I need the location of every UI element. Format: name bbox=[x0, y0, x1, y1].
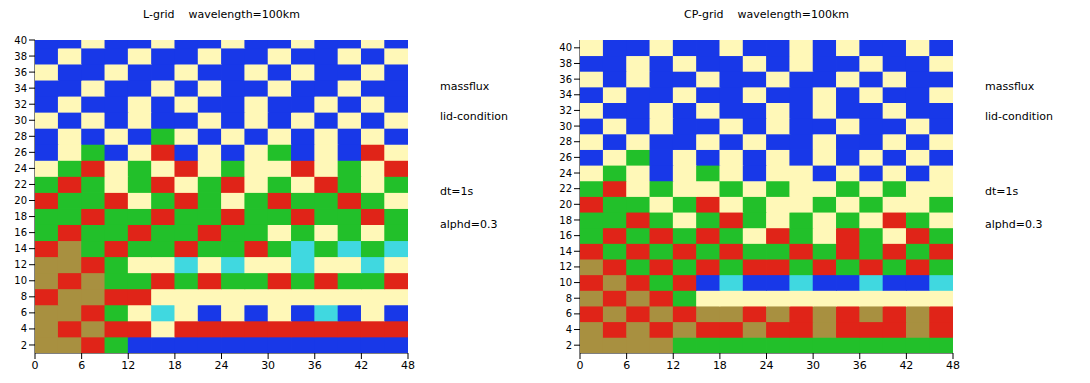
svg-text:6: 6 bbox=[623, 359, 630, 372]
svg-text:38: 38 bbox=[14, 51, 27, 62]
svg-text:36: 36 bbox=[559, 74, 572, 85]
svg-text:30: 30 bbox=[261, 359, 275, 372]
svg-text:22: 22 bbox=[559, 183, 572, 194]
svg-text:36: 36 bbox=[853, 359, 867, 372]
svg-text:18: 18 bbox=[14, 211, 27, 222]
svg-text:18: 18 bbox=[713, 359, 727, 372]
svg-text:30: 30 bbox=[559, 121, 572, 132]
svg-text:16: 16 bbox=[14, 227, 27, 238]
svg-text:26: 26 bbox=[559, 152, 572, 163]
svg-text:8: 8 bbox=[21, 291, 27, 302]
svg-text:32: 32 bbox=[14, 99, 27, 110]
svg-text:8: 8 bbox=[566, 293, 572, 304]
svg-text:12: 12 bbox=[666, 359, 680, 372]
html-text:alphd=0.3: alphd=0.3 bbox=[440, 218, 498, 231]
svg-text:48: 48 bbox=[946, 359, 960, 372]
svg-text:16: 16 bbox=[559, 230, 572, 241]
svg-text:30: 30 bbox=[14, 115, 27, 126]
svg-text:28: 28 bbox=[14, 131, 27, 142]
svg-text:24: 24 bbox=[215, 359, 229, 372]
svg-text:24: 24 bbox=[14, 163, 27, 174]
svg-text:34: 34 bbox=[14, 83, 27, 94]
html-text:CP-grid wavelength=100km: CP-grid wavelength=100km bbox=[684, 8, 849, 21]
svg-text:2: 2 bbox=[21, 340, 27, 351]
svg-text:18: 18 bbox=[168, 359, 182, 372]
svg-text:14: 14 bbox=[14, 243, 27, 254]
html-text:dt=1s: dt=1s bbox=[985, 185, 1019, 198]
svg-text:4: 4 bbox=[566, 324, 572, 335]
svg-text:24: 24 bbox=[760, 359, 774, 372]
html-text:massflux: massflux bbox=[985, 80, 1035, 93]
svg-text:40: 40 bbox=[559, 42, 572, 53]
svg-text:38: 38 bbox=[559, 58, 572, 69]
svg-text:6: 6 bbox=[566, 308, 572, 319]
svg-text:20: 20 bbox=[559, 199, 572, 210]
html-text:L-grid wavelength=100km: L-grid wavelength=100km bbox=[143, 8, 300, 21]
svg-text:20: 20 bbox=[14, 195, 27, 206]
svg-text:18: 18 bbox=[559, 215, 572, 226]
html-text:massflux: massflux bbox=[440, 80, 490, 93]
svg-text:14: 14 bbox=[559, 246, 572, 257]
svg-text:12: 12 bbox=[121, 359, 135, 372]
svg-text:36: 36 bbox=[308, 359, 322, 372]
svg-text:36: 36 bbox=[14, 67, 27, 78]
html-text:dt=1s: dt=1s bbox=[440, 185, 474, 198]
svg-text:40: 40 bbox=[14, 35, 27, 46]
svg-text:6: 6 bbox=[78, 359, 85, 372]
svg-text:42: 42 bbox=[354, 359, 368, 372]
svg-text:32: 32 bbox=[559, 105, 572, 116]
svg-text:6: 6 bbox=[21, 307, 27, 318]
svg-text:10: 10 bbox=[14, 275, 27, 286]
svg-text:2: 2 bbox=[566, 340, 572, 351]
svg-text:0: 0 bbox=[577, 359, 584, 372]
svg-text:12: 12 bbox=[559, 261, 572, 272]
svg-text:30: 30 bbox=[806, 359, 820, 372]
svg-text:34: 34 bbox=[559, 89, 572, 100]
svg-text:10: 10 bbox=[559, 277, 572, 288]
html-text:lid-condition: lid-condition bbox=[440, 110, 508, 123]
html-text:lid-condition: lid-condition bbox=[985, 110, 1053, 123]
svg-text:26: 26 bbox=[14, 147, 27, 158]
svg-text:22: 22 bbox=[14, 179, 27, 190]
svg-text:28: 28 bbox=[559, 136, 572, 147]
svg-text:4: 4 bbox=[21, 323, 27, 334]
svg-text:42: 42 bbox=[899, 359, 913, 372]
svg-text:12: 12 bbox=[14, 259, 27, 270]
svg-text:24: 24 bbox=[559, 168, 572, 179]
svg-text:48: 48 bbox=[401, 359, 415, 372]
svg-text:0: 0 bbox=[32, 359, 39, 372]
html-text:alphd=0.3: alphd=0.3 bbox=[985, 218, 1043, 231]
